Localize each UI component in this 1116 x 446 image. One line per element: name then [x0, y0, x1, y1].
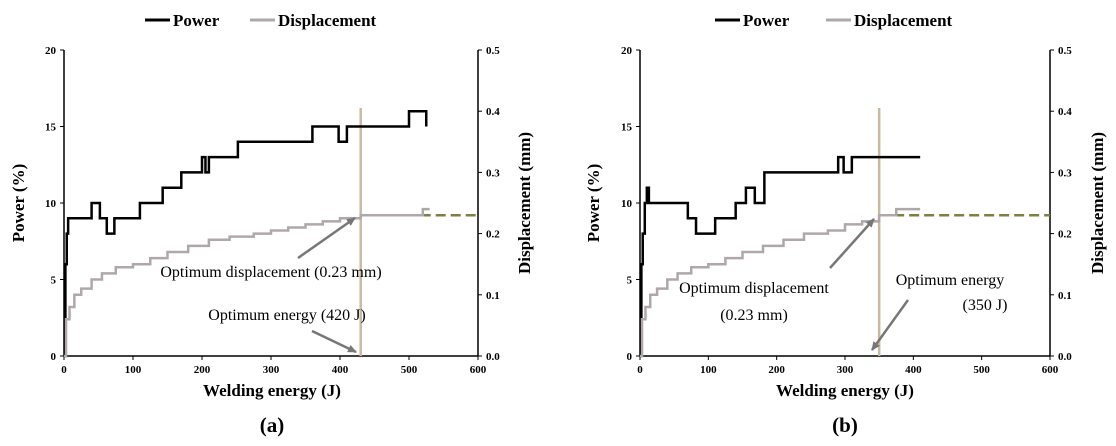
x-tick-label: 600: [470, 364, 487, 376]
legend-power-label: Power: [173, 11, 220, 30]
plot-area: 0 100 200 300 400 500 600 0 5 10 15 20 0.0 0.1 0.2 0.3 0…: [45, 45, 500, 376]
x-tick-label: 500: [401, 364, 418, 376]
annotation-arrow-energy: [312, 331, 356, 352]
annotation-optimum-energy: Optimum energy (420 J): [208, 307, 365, 324]
annotation-arrow-energy: [872, 300, 908, 350]
annotation-optimum-displacement: Optimum displacement (0.23 mm): [160, 264, 381, 281]
x-tick-label: 0: [637, 364, 643, 376]
panel-label: (a): [260, 413, 285, 437]
x-tick-label: 400: [905, 364, 922, 376]
annotation-optimum-displacement-line1: Optimum displacement: [679, 280, 829, 297]
chart-panel-a: Power Displacement 0 100 200 300 400 500 600 0 5…: [9, 11, 534, 437]
x-tick-label: 400: [332, 364, 349, 376]
x-tick-label: 300: [837, 364, 854, 376]
chart-panel-b: Power Displacement 0 100 200 300 400 500 600 0 5…: [584, 11, 1107, 437]
y2-axis-title: Displacement (mm): [515, 132, 534, 274]
series-displacement-line: [64, 209, 430, 356]
y-axis-title: Power (%): [584, 164, 603, 243]
y2-tick-label: 0.5: [1058, 45, 1072, 57]
legend-power-label: Power: [743, 11, 790, 30]
legend-displacement-label: Displacement: [278, 11, 377, 30]
y-axis-title: Power (%): [9, 164, 28, 243]
x-tick-label: 500: [973, 364, 990, 376]
y-tick-label: 5: [51, 275, 57, 287]
y2-tick-label: 0.4: [1058, 106, 1072, 118]
x-axis-title: Welding energy (J): [776, 381, 914, 400]
y-tick-label: 0: [627, 351, 633, 363]
y2-tick-label: 0.5: [486, 45, 500, 57]
legend-displacement-label: Displacement: [854, 11, 953, 30]
x-axis-title: Welding energy (J): [203, 381, 341, 400]
y2-tick-label: 0.0: [486, 351, 500, 363]
y-tick-label: 0: [51, 351, 57, 363]
annotation-optimum-energy-line2: (350 J): [963, 297, 1008, 314]
y2-tick-label: 0.2: [1058, 229, 1072, 241]
y2-tick-label: 0.1: [486, 290, 500, 302]
y-tick-label: 5: [627, 275, 633, 287]
y-tick-label: 15: [621, 122, 633, 134]
x-tick-label: 100: [700, 364, 717, 376]
y-tick-label: 10: [621, 198, 633, 210]
y2-tick-label: 0.2: [486, 229, 500, 241]
plot-area: 0 100 200 300 400 500 600 0 5 10 15 20 0.0 0.1 0.2 0.3 0…: [621, 45, 1072, 376]
y-tick-label: 10: [45, 198, 57, 210]
y2-tick-label: 0.3: [1058, 167, 1072, 179]
x-tick-label: 100: [125, 364, 142, 376]
y-tick-label: 15: [45, 122, 57, 134]
y2-tick-label: 0.3: [486, 167, 500, 179]
y-tick-label: 20: [45, 45, 57, 57]
x-tick-label: 200: [768, 364, 785, 376]
x-tick-label: 0: [61, 364, 67, 376]
legend: Power Displacement: [145, 11, 377, 30]
x-tick-label: 200: [194, 364, 211, 376]
legend: Power Displacement: [715, 11, 953, 30]
y2-tick-label: 0.1: [1058, 290, 1072, 302]
panel-label: (b): [832, 413, 858, 437]
annotation-optimum-displacement-line2: (0.23 mm): [720, 307, 788, 324]
annotation-optimum-energy-line1: Optimum energy: [896, 272, 1005, 289]
y-tick-label: 20: [621, 45, 633, 57]
y2-tick-label: 0.0: [1058, 351, 1072, 363]
y2-tick-label: 0.4: [486, 106, 500, 118]
x-tick-label: 300: [263, 364, 280, 376]
x-tick-label: 600: [1042, 364, 1059, 376]
y2-axis-title: Displacement (mm): [1088, 132, 1107, 274]
annotation-arrow-displacement: [830, 219, 874, 268]
